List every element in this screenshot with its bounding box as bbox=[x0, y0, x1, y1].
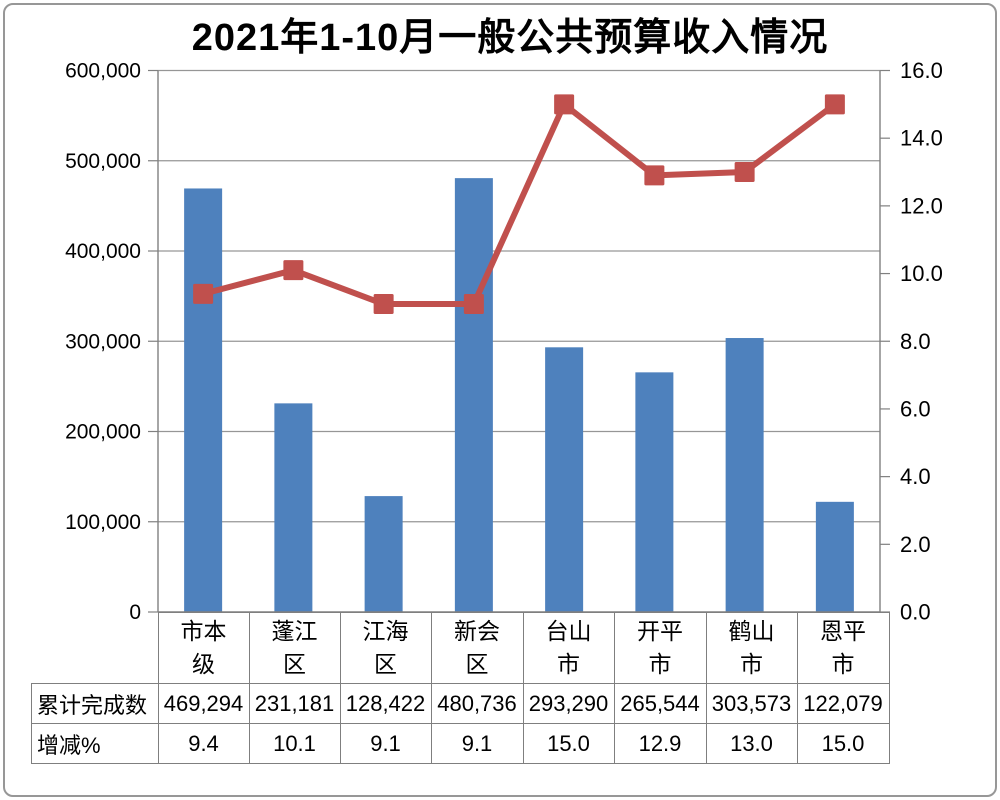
chart-title: 2021年1-10月一般公共预算收入情况 bbox=[191, 17, 829, 59]
y2-axis-tick-label: 12.0 bbox=[900, 193, 943, 218]
table-cell: 13.0 bbox=[705, 723, 798, 764]
y2-axis-tick-label: 16.0 bbox=[900, 58, 943, 83]
table-cell: 231,181 bbox=[248, 683, 341, 724]
table-cell: 265,544 bbox=[613, 683, 707, 724]
table-cell: 10.1 bbox=[248, 723, 341, 764]
growth-marker-0 bbox=[193, 283, 214, 304]
category-label: 鹤山市 bbox=[705, 612, 798, 684]
category-label: 市本级 bbox=[157, 612, 250, 684]
y2-axis-tick-label: 10.0 bbox=[900, 261, 943, 286]
table-row-growth: 增减% 9.4 10.1 9.1 9.1 15.0 12.9 13.0 15.0 bbox=[31, 723, 890, 764]
revenue-bar-2 bbox=[364, 496, 403, 612]
growth-marker-1 bbox=[283, 260, 304, 281]
y-axis-tick-label: 0 bbox=[129, 601, 141, 624]
category-label: 新会区 bbox=[430, 612, 524, 684]
y2-axis-tick-label: 8.0 bbox=[900, 329, 931, 354]
category-label: 蓬江区 bbox=[248, 612, 341, 684]
table-cell: 12.9 bbox=[613, 723, 707, 764]
y2-axis-tick-label: 0.0 bbox=[900, 600, 931, 625]
category-label: 江海区 bbox=[339, 612, 432, 684]
row-label-growth: 增减% bbox=[31, 723, 159, 764]
y-axis-tick-label: 600,000 bbox=[65, 60, 141, 83]
y2-axis-tick-label: 6.0 bbox=[900, 396, 931, 421]
y-axis-tick-label: 500,000 bbox=[65, 150, 141, 173]
y-axis-tick-label: 100,000 bbox=[65, 511, 141, 534]
growth-line bbox=[200, 101, 838, 308]
revenue-bar-7 bbox=[815, 501, 854, 612]
table-cell: 303,573 bbox=[705, 683, 798, 724]
revenue-bar-3 bbox=[454, 178, 493, 613]
revenue-bar-4 bbox=[545, 347, 584, 612]
category-header-row: 市本级 蓬江区 江海区 新会区 台山市 开平市 鹤山市 恩平市 bbox=[32, 612, 890, 684]
row-label-revenue: 累计完成数 bbox=[31, 683, 159, 724]
table-corner-cell bbox=[32, 613, 159, 684]
table-cell: 469,294 bbox=[157, 683, 250, 724]
y2-axis-tick-label: 14.0 bbox=[900, 126, 943, 151]
growth-marker-7 bbox=[824, 94, 845, 115]
growth-marker-6 bbox=[734, 162, 755, 183]
growth-marker-5 bbox=[644, 165, 665, 186]
growth-marker-2 bbox=[373, 294, 394, 315]
y-axis-tick-label: 400,000 bbox=[65, 240, 141, 263]
table-cell: 15.0 bbox=[796, 723, 890, 764]
data-table: 市本级 蓬江区 江海区 新会区 台山市 开平市 鹤山市 恩平市 累计完成数 46… bbox=[31, 612, 890, 764]
table-cell: 9.4 bbox=[157, 723, 250, 764]
table-cell: 15.0 bbox=[522, 723, 615, 764]
revenue-bar-1 bbox=[274, 403, 313, 612]
y-axis-tick-label: 200,000 bbox=[65, 421, 141, 444]
revenue-bar-0 bbox=[184, 188, 223, 612]
y-axis-tick-label: 300,000 bbox=[65, 330, 141, 353]
growth-marker-3 bbox=[463, 294, 484, 315]
category-label: 台山市 bbox=[522, 612, 615, 684]
table-cell: 9.1 bbox=[339, 723, 432, 764]
table-cell: 293,290 bbox=[522, 683, 615, 724]
category-label: 开平市 bbox=[613, 612, 707, 684]
table-cell: 122,079 bbox=[796, 683, 890, 724]
table-cell: 9.1 bbox=[430, 723, 524, 764]
revenue-bar-6 bbox=[725, 338, 764, 612]
table-row-revenue: 累计完成数 469,294 231,181 128,422 480,736 29… bbox=[31, 683, 890, 724]
y2-axis-tick-label: 4.0 bbox=[900, 464, 931, 489]
revenue-bar-5 bbox=[635, 372, 674, 612]
y2-axis-tick-label: 2.0 bbox=[900, 532, 931, 557]
table-cell: 480,736 bbox=[430, 683, 524, 724]
category-label: 恩平市 bbox=[796, 612, 890, 684]
table-cell: 128,422 bbox=[339, 683, 432, 724]
growth-marker-4 bbox=[554, 94, 575, 115]
